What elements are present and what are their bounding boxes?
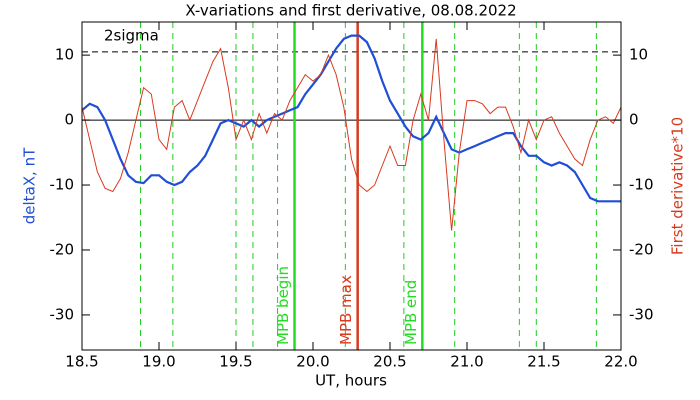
x-tick-label: 20.0 bbox=[296, 353, 329, 371]
y2-axis-label: First derivative*10 bbox=[669, 117, 687, 255]
y-tick-label: -10 bbox=[50, 176, 75, 194]
y-tick-label: 10 bbox=[55, 46, 74, 64]
y-tick-label: 0 bbox=[64, 111, 74, 129]
y2-tick-label: -30 bbox=[629, 305, 654, 323]
plot-frame bbox=[81, 21, 622, 351]
y-axis-label: deltaX, nT bbox=[21, 147, 39, 224]
series-line bbox=[81, 38, 622, 231]
y-tick-label: -20 bbox=[50, 240, 75, 258]
x-tick-label: 19.5 bbox=[219, 353, 252, 371]
x-tick-label: 19.0 bbox=[142, 353, 175, 371]
chart-title: X-variations and first derivative, 08.08… bbox=[185, 2, 516, 20]
x-tick-label: 22.0 bbox=[604, 353, 637, 371]
x-tick-label: 21.5 bbox=[527, 353, 560, 371]
y2-tick-label: -10 bbox=[629, 176, 654, 194]
reference-label: 2sigma bbox=[104, 26, 159, 44]
y2-tick-label: 0 bbox=[629, 111, 639, 129]
event-label: MPB begin bbox=[274, 266, 292, 345]
x-tick-label: 20.5 bbox=[373, 353, 406, 371]
x-tick-label: 18.5 bbox=[65, 353, 98, 371]
y2-tick-label: -20 bbox=[629, 240, 654, 258]
series-line bbox=[81, 34, 621, 203]
y2-tick-label: 10 bbox=[629, 46, 648, 64]
y-tick-label: -30 bbox=[50, 305, 75, 323]
x-tick-label: 21.0 bbox=[450, 353, 483, 371]
event-label: MPB max bbox=[337, 275, 355, 345]
x-axis-label: UT, hours bbox=[315, 372, 387, 390]
event-label: MPB end bbox=[402, 280, 420, 345]
